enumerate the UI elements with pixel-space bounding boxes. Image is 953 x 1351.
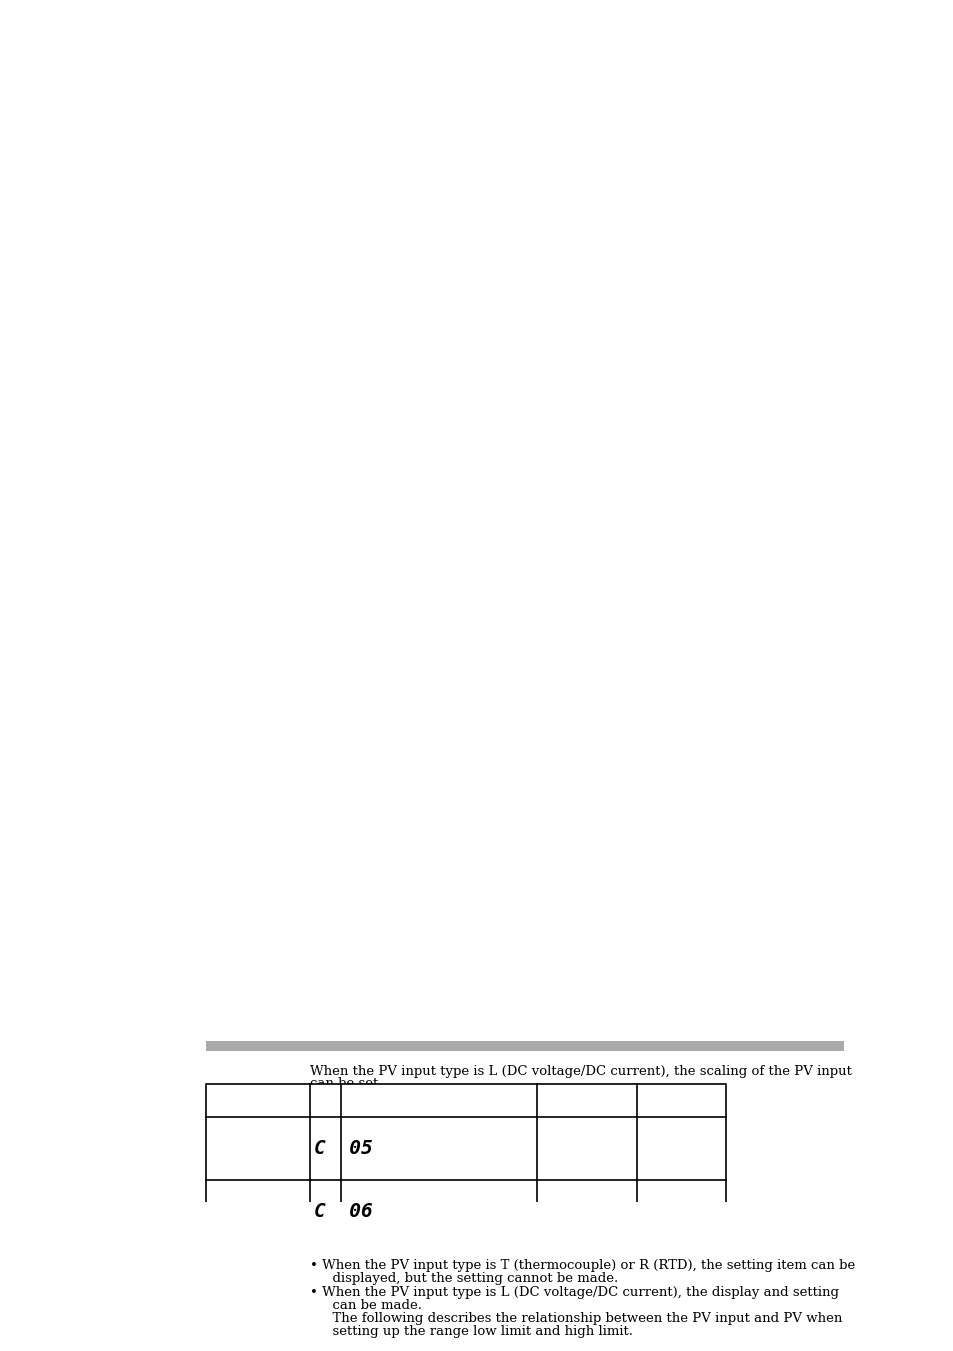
Text: displayed, but the setting cannot be made.: displayed, but the setting cannot be mad… [324,1273,618,1285]
Bar [206,1084,724,1243]
Text: When the PV input type is L (DC voltage/DC current), the scaling of the PV input: When the PV input type is L (DC voltage/… [310,1065,851,1078]
Text: • When the PV input type is T (thermocouple) or R (RTD), the setting item can be: • When the PV input type is T (thermocou… [310,1259,854,1273]
Text: The following describes the relationship between the PV input and PV when: The following describes the relationship… [324,1312,841,1325]
Text: setting up the range low limit and high limit.: setting up the range low limit and high … [324,1325,632,1337]
Text: C  06: C 06 [314,1202,373,1221]
Text: • When the PV input type is L (DC voltage/DC current), the display and setting: • When the PV input type is L (DC voltag… [310,1286,838,1298]
Text: can be set.: can be set. [310,1077,382,1090]
Text: C  05: C 05 [314,1139,373,1158]
Bar [206,1042,843,1051]
Text: can be made.: can be made. [324,1298,421,1312]
